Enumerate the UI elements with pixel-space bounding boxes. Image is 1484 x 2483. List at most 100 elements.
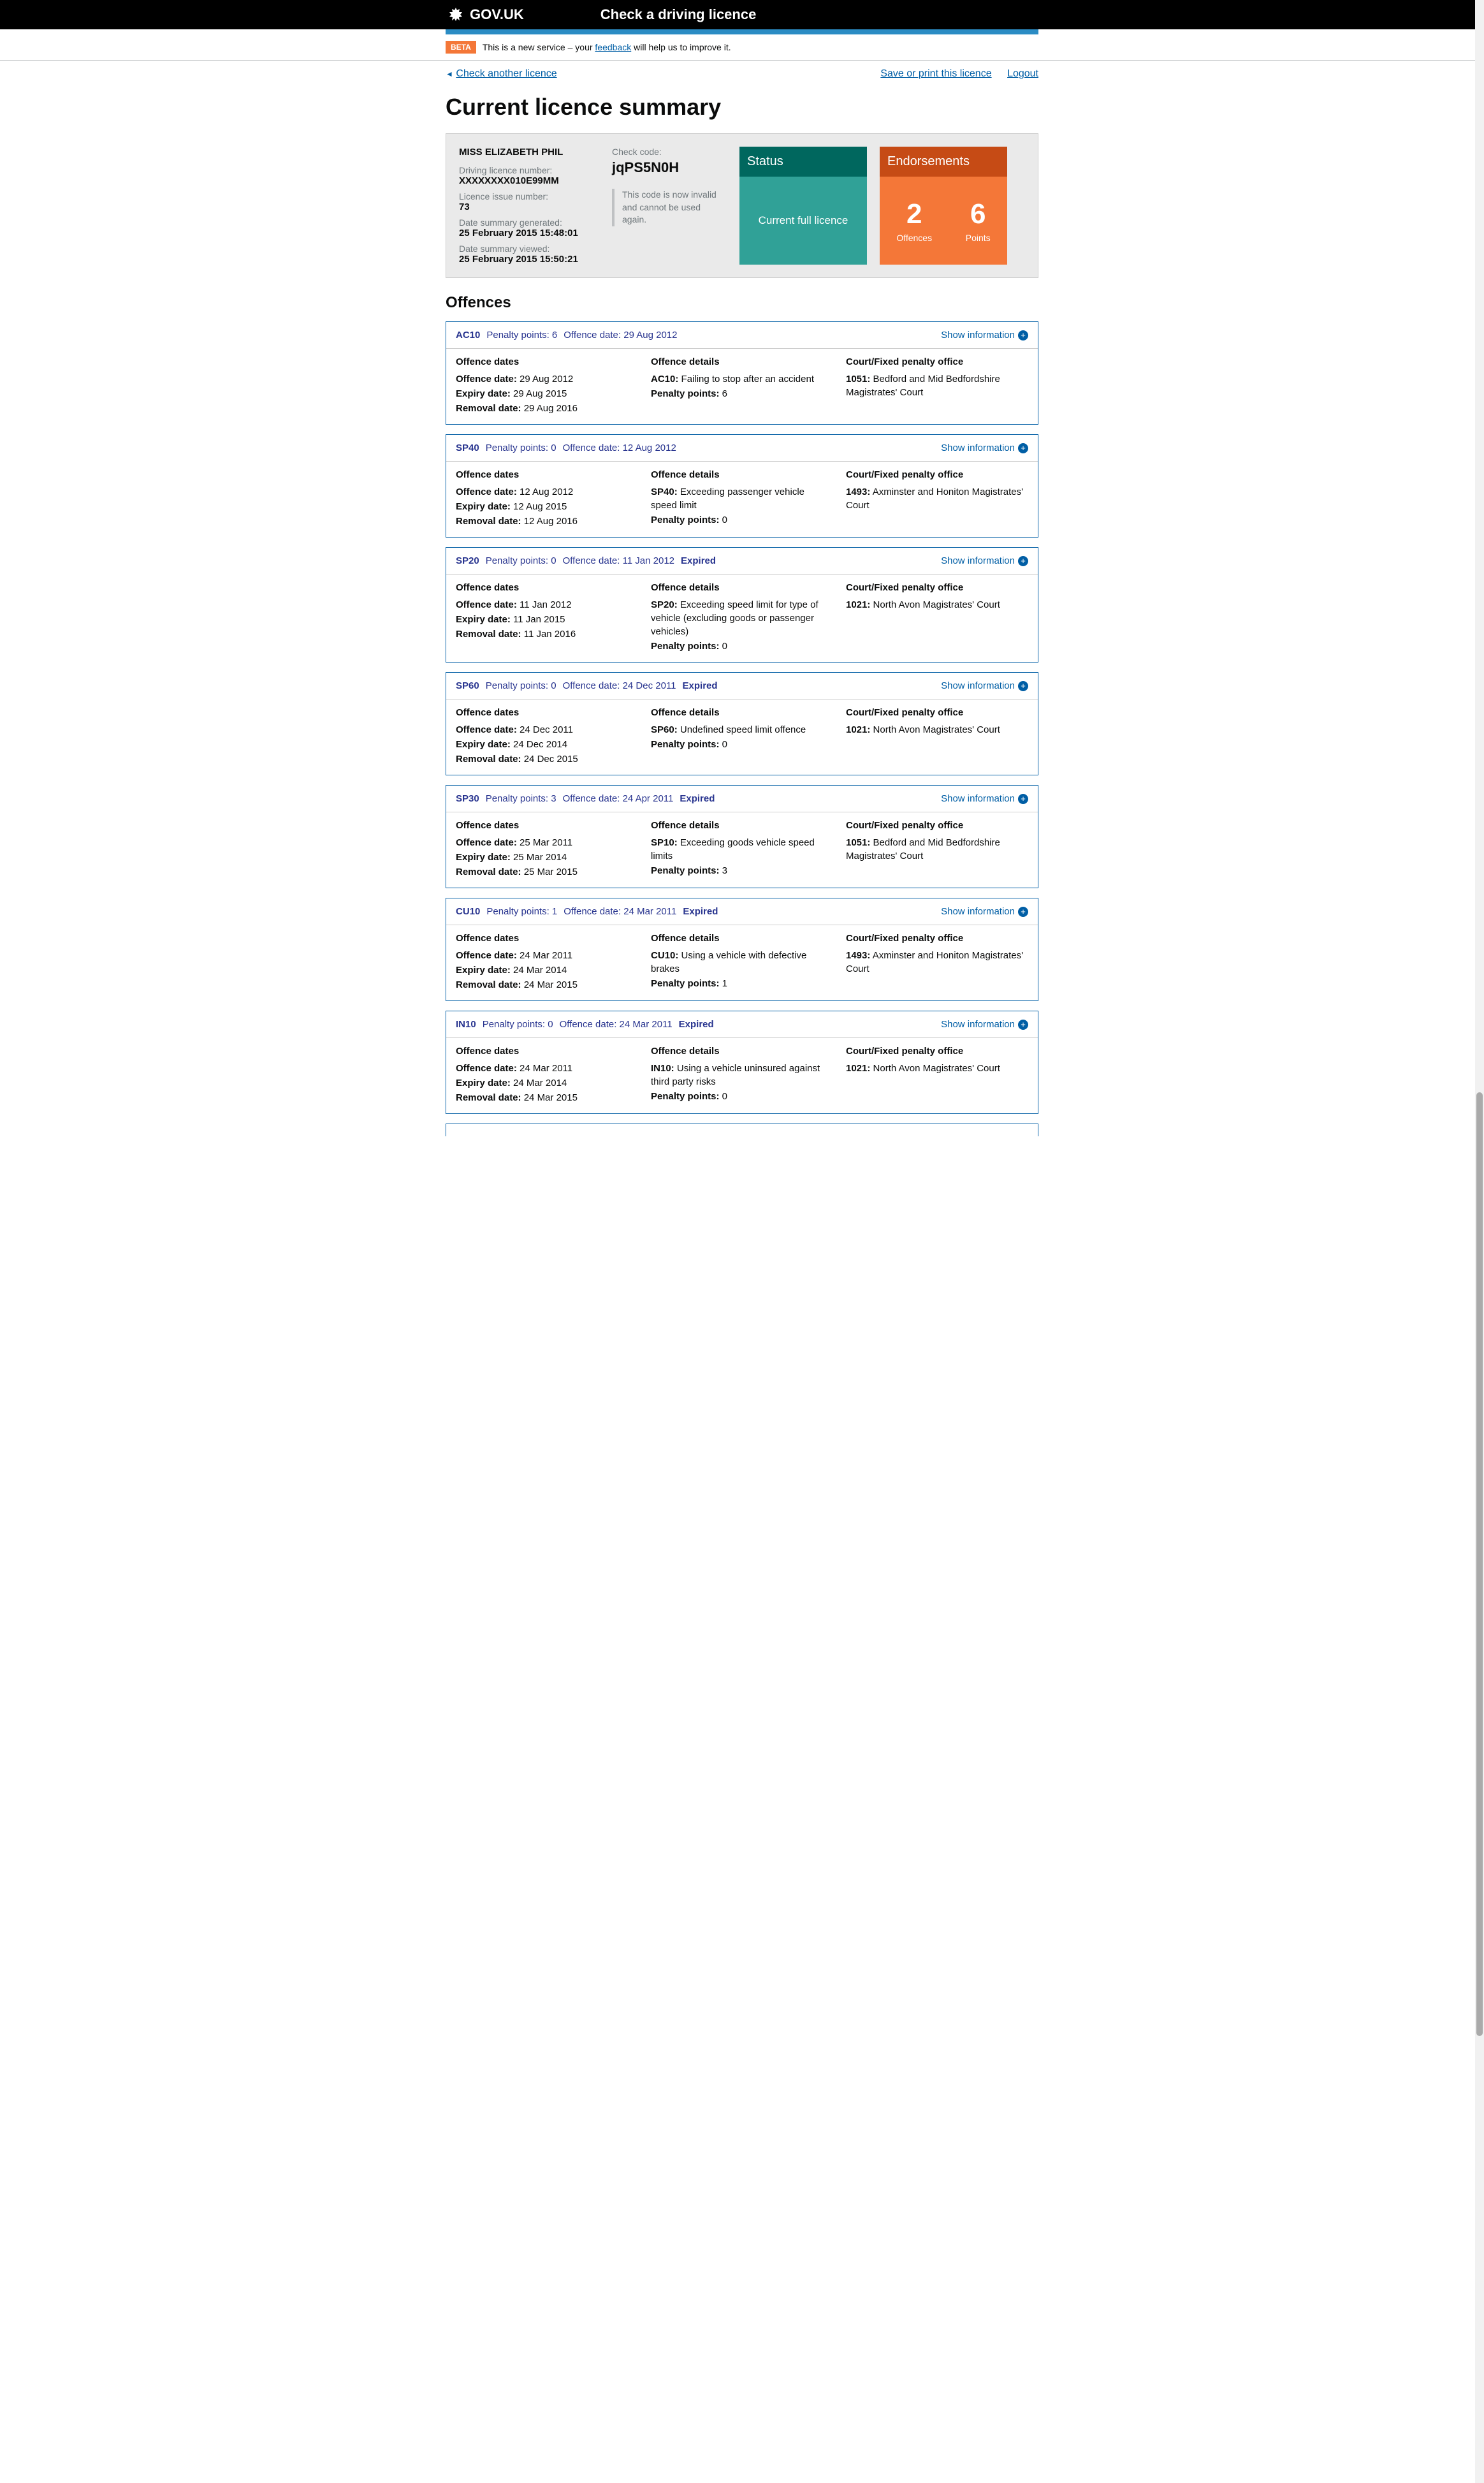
offence-header: SP30Penalty points: 3Offence date: 24 Ap…	[446, 786, 1038, 812]
offence-body: Offence datesOffence date: 29 Aug 2012Ex…	[446, 348, 1038, 424]
check-code-label: Check code:	[612, 147, 727, 157]
points-count: 6 Points	[966, 198, 991, 243]
show-information-toggle[interactable]: Show information +	[941, 330, 1028, 341]
view-label: Date summary viewed:	[459, 244, 599, 254]
offence-header: CU10 Penalty points: 1 Offence date: 24 Ma…	[446, 898, 1038, 925]
check-code-block: Check code: jqPS5N0H This code is now in…	[612, 147, 727, 265]
show-information-toggle[interactable]: Show information +	[941, 555, 1028, 566]
offence-header-date: Offence date: 11 Jan 2012	[563, 555, 674, 566]
offence-card-partial	[446, 1124, 1038, 1136]
court-col: Court/Fixed penalty office1493: Axminste…	[846, 933, 1028, 993]
offence-header-pp: Penalty points: 0	[486, 555, 556, 566]
show-information-toggle[interactable]: Show information +	[941, 906, 1028, 917]
show-information-toggle[interactable]: Show information +	[941, 793, 1028, 804]
expired-badge: Expired	[679, 1019, 714, 1030]
issue-label: Licence issue number:	[459, 191, 599, 201]
beta-bar: BETA This is a new service – your feedba…	[0, 34, 1484, 61]
beta-badge: BETA	[446, 41, 476, 54]
offence-header: SP40Penalty points: 0Offence date: 12 Au…	[446, 435, 1038, 461]
offence-header-pp: Penalty points: 0	[486, 443, 556, 453]
offence-code: CU10	[456, 906, 480, 917]
offence-body: Offence datesOffence date: 24 Dec 2011Ex…	[446, 699, 1038, 775]
offence-header-date: Offence date: 29 Aug 2012	[564, 330, 677, 341]
offence-dates-col: Offence datesOffence date: 24 Mar 2011Ex…	[456, 1046, 638, 1106]
save-print-link[interactable]: Save or print this licence	[880, 68, 991, 79]
status-title: Status	[739, 147, 867, 177]
offences-heading: Offences	[446, 294, 1038, 312]
offence-dates-col: Offence datesOffence date: 24 Mar 2011Ex…	[456, 933, 638, 993]
offence-header-date: Offence date: 24 Mar 2011	[564, 906, 676, 917]
offence-body: Offence datesOffence date: 12 Aug 2012Ex…	[446, 461, 1038, 537]
offence-details-col: Offence detailsSP20: Exceeding speed lim…	[651, 582, 833, 654]
offence-code: SP60	[456, 680, 479, 691]
offence-details-col: Offence detailsAC10: Failing to stop aft…	[651, 356, 833, 416]
offence-header: AC10 Penalty points: 6 Offence date: 29 Au…	[446, 322, 1038, 348]
offence-dates-col: Offence datesOffence date: 29 Aug 2012Ex…	[456, 356, 638, 416]
offence-card: SP30Penalty points: 3Offence date: 24 Ap…	[446, 785, 1038, 888]
summary-box: MISS ELIZABETH PHIL Driving licence numb…	[446, 133, 1038, 278]
view-value: 25 February 2015 15:50:21	[459, 254, 599, 265]
scrollbar-thumb[interactable]	[1476, 1092, 1483, 2036]
offence-header-pp: Penalty points: 1	[486, 906, 557, 917]
dl-value: XXXXXXXX010E99MM	[459, 175, 599, 186]
offence-header-date: Offence date: 12 Aug 2012	[563, 443, 676, 453]
status-body: Current full licence	[739, 177, 867, 265]
plus-icon: +	[1018, 443, 1028, 453]
plus-icon: +	[1018, 330, 1028, 341]
check-code-value: jqPS5N0H	[612, 159, 727, 176]
court-col: Court/Fixed penalty office1051: Bedford …	[846, 820, 1028, 880]
check-code-note: This code is now invalid and cannot be u…	[612, 189, 727, 226]
offence-details-col: Offence detailsSP40: Exceeding passenger…	[651, 469, 833, 529]
court-col: Court/Fixed penalty office1021: North Av…	[846, 1046, 1028, 1106]
dl-label: Driving licence number:	[459, 165, 599, 175]
offence-header-date: Offence date: 24 Dec 2011	[563, 680, 676, 691]
show-information-toggle[interactable]: Show information +	[941, 680, 1028, 691]
offence-code: SP30	[456, 793, 479, 804]
top-header: GOV.UK Check a driving licence	[0, 0, 1484, 29]
expired-badge: Expired	[680, 793, 715, 804]
offence-header: SP20 Penalty points: 0 Offence date: 11 Ja…	[446, 548, 1038, 574]
offence-header-pp: Penalty points: 6	[486, 330, 557, 341]
offence-card: SP40Penalty points: 0Offence date: 12 Au…	[446, 434, 1038, 538]
offence-dates-col: Offence datesOffence date: 25 Mar 2011Ex…	[456, 820, 638, 880]
offence-body: Offence datesOffence date: 11 Jan 2012Ex…	[446, 574, 1038, 662]
plus-icon: +	[1018, 556, 1028, 566]
offence-body: Offence datesOffence date: 24 Mar 2011Ex…	[446, 1037, 1038, 1113]
logout-link[interactable]: Logout	[1007, 68, 1038, 79]
endorsements-title: Endorsements	[880, 147, 1007, 177]
nav-links: ◄ Check another licence Save or print th…	[446, 61, 1038, 87]
court-col: Court/Fixed penalty office1021: North Av…	[846, 707, 1028, 767]
page-title: Current licence summary	[446, 94, 1038, 121]
gen-value: 25 February 2015 15:48:01	[459, 228, 599, 238]
govuk-label: GOV.UK	[470, 6, 524, 23]
beta-text: This is a new service – your feedback wi…	[483, 42, 731, 52]
expired-badge: Expired	[681, 555, 716, 566]
expired-badge: Expired	[683, 906, 718, 917]
offence-card: SP20 Penalty points: 0 Offence date: 11 Ja…	[446, 547, 1038, 663]
offences-list: AC10 Penalty points: 6 Offence date: 29 Au…	[446, 321, 1038, 1114]
service-name: Check a driving licence	[600, 6, 757, 23]
show-information-toggle[interactable]: Show information +	[941, 1019, 1028, 1030]
feedback-link[interactable]: feedback	[595, 42, 631, 52]
offence-card: CU10 Penalty points: 1 Offence date: 24 Ma…	[446, 898, 1038, 1001]
offence-card: IN10Penalty points: 0Offence date: 24 Ma…	[446, 1011, 1038, 1114]
offence-code: AC10	[456, 330, 480, 341]
plus-icon: +	[1018, 681, 1028, 691]
check-another-link[interactable]: Check another licence	[456, 68, 556, 79]
govuk-logo[interactable]: GOV.UK	[446, 6, 524, 23]
offence-header-pp: Penalty points: 0	[486, 680, 556, 691]
offence-dates-col: Offence datesOffence date: 11 Jan 2012Ex…	[456, 582, 638, 654]
scrollbar[interactable]	[1475, 0, 1484, 2483]
offence-header-pp: Penalty points: 0	[483, 1019, 553, 1030]
offence-body: Offence datesOffence date: 25 Mar 2011Ex…	[446, 812, 1038, 888]
offence-code: IN10	[456, 1019, 476, 1030]
offence-details-col: Offence detailsSP60: Undefined speed lim…	[651, 707, 833, 767]
offence-card: SP60 Penalty points: 0 Offence date: 24 De…	[446, 672, 1038, 775]
show-information-toggle[interactable]: Show information +	[941, 443, 1028, 453]
offence-header: IN10Penalty points: 0Offence date: 24 Ma…	[446, 1011, 1038, 1037]
offence-code: SP20	[456, 555, 479, 566]
plus-icon: +	[1018, 794, 1028, 804]
offence-details-col: Offence detailsIN10: Using a vehicle uni…	[651, 1046, 833, 1106]
phase-bar	[446, 29, 1038, 34]
back-arrow: ◄	[446, 70, 453, 78]
